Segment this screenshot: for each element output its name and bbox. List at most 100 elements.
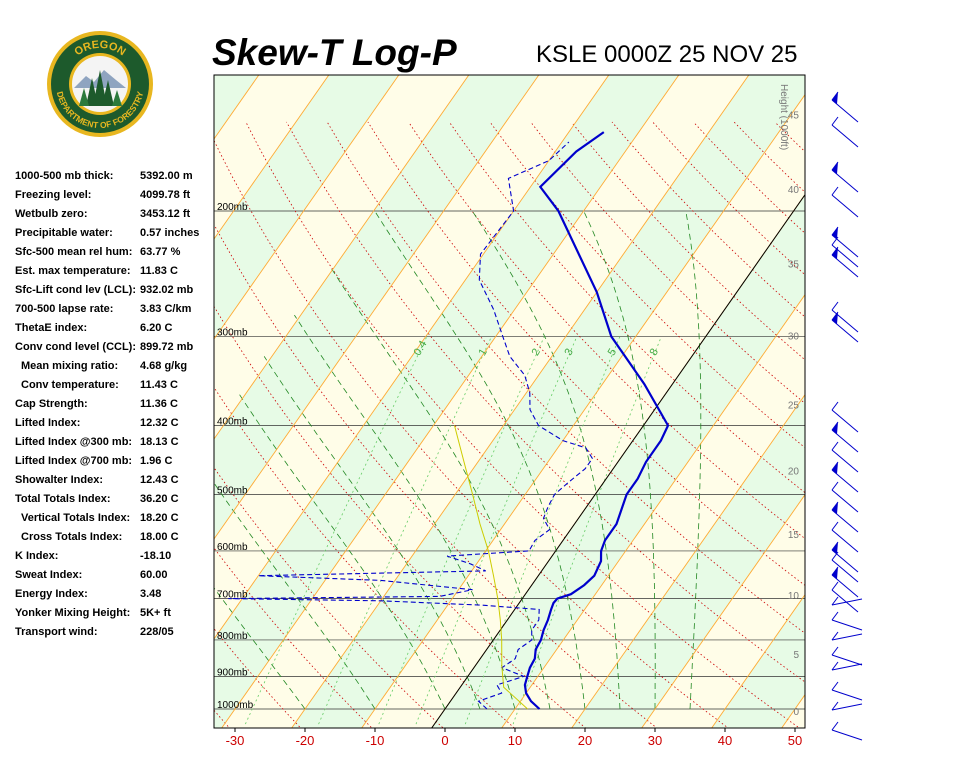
index-label: Est. max temperature: (15, 265, 131, 277)
index-value: 11.43 C (140, 379, 178, 391)
index-value: 6.20 C (140, 322, 173, 334)
isotherm-line (221, 75, 680, 728)
index-label: Total Totals Index: (15, 493, 111, 505)
mixing-ratio-label: 2 (530, 347, 543, 358)
index-row: Sweat Index: 60.00 (15, 566, 210, 585)
index-label: Yonker Mixing Height: (15, 607, 131, 619)
index-row: Cross Totals Index: 18.00 C (15, 528, 210, 547)
index-row: Transport wind: 228/05 (15, 623, 210, 642)
index-value: 60.00 (140, 569, 168, 581)
mixing-ratio-label: 1 (477, 347, 490, 358)
pressure-label: 900mb (217, 667, 248, 678)
isotherm-line (641, 493, 805, 728)
mixing-ratio-line (245, 336, 428, 725)
wind-barb-staff (831, 489, 859, 513)
pressure-label: 400mb (217, 416, 248, 427)
isotherm-line (844, 0, 960, 738)
isotherm-line (214, 75, 260, 140)
moist-adiabat (471, 210, 621, 710)
pressure-label: 500mb (217, 486, 248, 497)
wind-barb-staff (831, 589, 859, 613)
svg-text:OREGON: OREGON (72, 39, 127, 59)
index-value: 18.20 C (140, 512, 179, 524)
wind-barb-pennant (832, 247, 838, 259)
wind-barb-staff (831, 549, 859, 573)
index-row: Freezing level: 4099.78 ft (15, 186, 210, 205)
index-label: Cross Totals Index: (21, 531, 123, 543)
index-row: K Index: -18.10 (15, 547, 210, 566)
wind-barb-pennant (832, 162, 838, 174)
index-label: Showalter Index: (15, 474, 104, 486)
wind-barb-pennant (832, 502, 838, 514)
index-row: Precipitable water: 0.57 inches (15, 224, 210, 243)
wind-barb-feather (831, 116, 839, 126)
height-tick-label: 40 (788, 185, 800, 196)
index-value: 932.02 mb (140, 284, 194, 296)
mixing-ratio-line (318, 336, 492, 725)
index-value: 12.43 C (140, 474, 179, 486)
dry-adiabat (856, 122, 960, 739)
index-label: K Index: (15, 550, 59, 562)
moist-adiabat (214, 587, 306, 710)
moist-adiabat (685, 210, 702, 710)
wind-barb-staff (831, 729, 863, 741)
index-label: Mean mixing ratio: (21, 360, 119, 372)
temperature-band (291, 75, 805, 728)
wind-barb-pennant (832, 567, 838, 579)
x-tick-label: 10 (508, 733, 522, 748)
x-tick-label: -20 (296, 733, 315, 748)
index-value: 5392.00 m (140, 170, 193, 182)
isotherm-line (291, 75, 750, 728)
wind-barb-feather (831, 551, 839, 561)
height-tick-label: 5 (793, 650, 799, 661)
index-label: Conv temperature: (21, 379, 119, 391)
index-label: Energy Index: (15, 588, 88, 600)
moist-adiabat (263, 356, 481, 710)
dry-adiabat (408, 121, 805, 540)
height-tick-label: 15 (788, 530, 800, 541)
index-value: 3.83 C/km (140, 303, 192, 315)
isotherm-line (571, 393, 805, 728)
x-tick-label: -30 (226, 733, 245, 748)
logo-top-text: OREGON (72, 39, 127, 59)
wind-barb-staff (831, 574, 859, 598)
wind-barb-staff (831, 124, 859, 148)
index-label: Transport wind: (15, 626, 98, 638)
index-row: Cap Strength: 11.36 C (15, 395, 210, 414)
index-row: Yonker Mixing Height: 5K+ ft (15, 604, 210, 623)
index-row: ThetaE index: 6.20 C (15, 319, 210, 338)
wind-barb-staff (831, 654, 863, 666)
wind-barb-pennant (832, 462, 838, 474)
mixing-ratio-label: 5 (606, 347, 619, 358)
isotherm-line (214, 75, 610, 640)
mixing-ratio-line (464, 336, 621, 725)
height-tick-label: 25 (788, 400, 800, 411)
dry-adiabat (214, 223, 658, 728)
height-tick-label: 20 (788, 466, 800, 477)
index-label: Conv cond level (CCL): (15, 341, 137, 353)
pressure-label: 200mb (217, 202, 248, 213)
wind-barbs (831, 91, 863, 741)
index-label: Sfc-500 mean rel hum: (15, 246, 133, 258)
wind-barb-staff (831, 194, 859, 218)
index-label: Vertical Totals Index: (21, 512, 131, 524)
height-tick-label: 10 (788, 591, 800, 602)
index-value: 18.13 C (140, 436, 179, 448)
wind-barb-feather (831, 596, 839, 606)
index-value: 0.57 inches (140, 227, 200, 239)
index-value: 4099.78 ft (140, 189, 191, 201)
wind-barb-staff (831, 409, 859, 433)
x-tick-label: -10 (366, 733, 385, 748)
wind-barb-feather (831, 581, 839, 591)
index-value: 3.48 (140, 588, 162, 600)
wind-barb-staff (831, 469, 859, 493)
dry-adiabat (571, 121, 805, 361)
index-value: 63.77 % (140, 246, 181, 258)
wind-barb-staff (831, 319, 859, 343)
pressure-label: 600mb (217, 542, 248, 553)
moist-adiabat (214, 482, 376, 710)
temperature-band (844, 0, 960, 739)
index-value: 12.32 C (140, 417, 179, 429)
moist-adiabat (238, 392, 446, 710)
wind-barb-staff (831, 99, 859, 123)
